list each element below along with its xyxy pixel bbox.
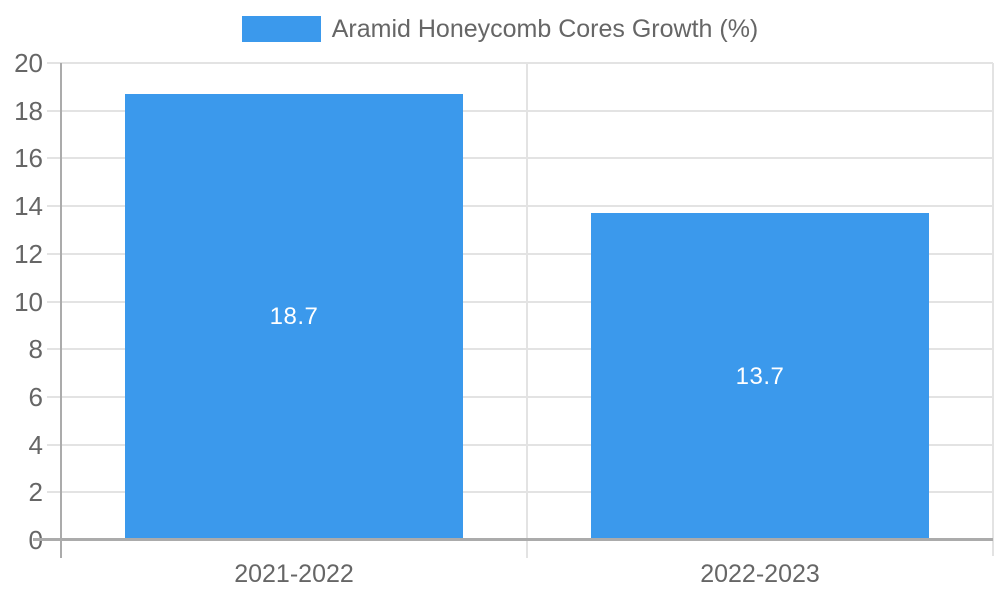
- y-tick-label: 14: [14, 191, 43, 222]
- y-tick-mark: [47, 348, 61, 351]
- y-tick-label: 4: [28, 429, 43, 460]
- y-tick-mark: [47, 252, 61, 255]
- category-boundary-line: [526, 63, 528, 558]
- x-tick-label: 2021-2022: [234, 560, 354, 588]
- y-tick-mark: [47, 443, 61, 446]
- legend-label: Aramid Honeycomb Cores Growth (%): [331, 15, 759, 43]
- y-axis-line: [60, 63, 62, 558]
- y-tick-mark: [47, 205, 61, 208]
- y-tick-label: 20: [14, 48, 43, 78]
- y-tick-mark: [47, 157, 61, 160]
- bar-2022-2023[interactable]: 13.7: [591, 213, 929, 540]
- bar-2021-2022[interactable]: 18.7: [125, 94, 463, 540]
- y-tick-mark: [47, 395, 61, 398]
- y-tick-label: 16: [14, 143, 43, 174]
- y-tick-label: 18: [14, 95, 43, 126]
- y-tick-label: 12: [14, 238, 43, 269]
- plot-area: 0246810121416182018.72021-202213.72022-2…: [14, 48, 994, 588]
- x-tick-label: 2022-2023: [700, 560, 820, 588]
- y-tick-mark: [47, 491, 61, 494]
- legend[interactable]: Aramid Honeycomb Cores Growth (%): [0, 15, 1000, 43]
- y-tick-label: 10: [14, 286, 43, 317]
- bar-value-label: 13.7: [735, 362, 785, 390]
- y-tick-mark: [47, 300, 61, 303]
- y-tick-label: 2: [28, 477, 43, 508]
- y-tick-label: 8: [28, 334, 43, 365]
- y-tick-mark: [47, 109, 61, 112]
- bar-value-label: 18.7: [269, 302, 319, 330]
- x-axis-line: [33, 538, 993, 541]
- y-tick-mark: [47, 62, 61, 64]
- y-tick-label: 6: [28, 381, 43, 412]
- legend-swatch: [241, 16, 321, 42]
- plot-right-border: [992, 63, 994, 556]
